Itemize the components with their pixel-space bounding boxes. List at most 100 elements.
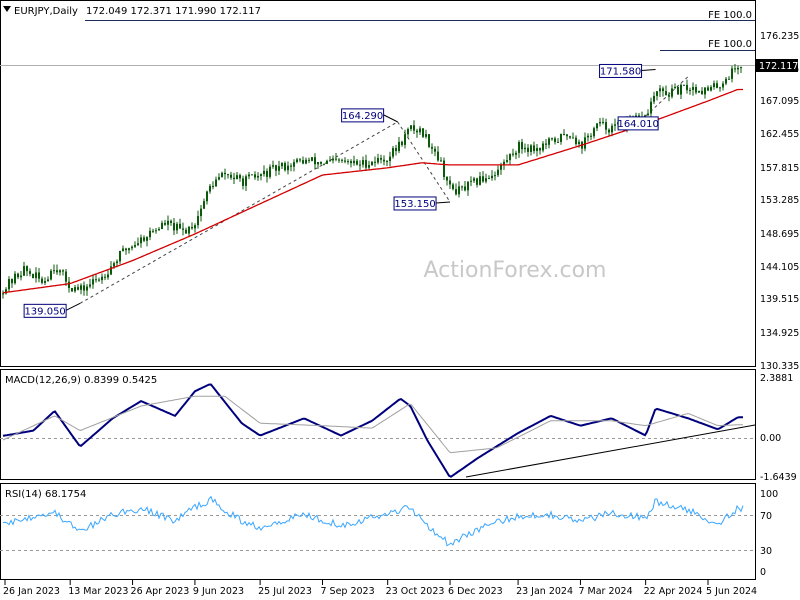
y-tick-label: 167.095: [760, 96, 799, 107]
watermark: ActionForex.com: [424, 258, 607, 283]
candle-body: [692, 87, 694, 90]
x-tick-label: 26 Jan 2023: [3, 586, 60, 597]
last-price-tag: [756, 59, 798, 72]
candle-body: [320, 162, 322, 164]
candle-body: [290, 165, 292, 167]
candle-body: [725, 78, 727, 84]
candle-body: [662, 88, 664, 92]
candle-body: [98, 279, 100, 281]
candle-body: [554, 138, 556, 142]
candle-body: [350, 161, 352, 164]
candle-body: [38, 272, 40, 279]
candle-body: [530, 145, 532, 152]
candle-body: [209, 185, 211, 192]
candle-body: [323, 163, 325, 165]
annotation-box: [599, 63, 643, 78]
candle-body: [443, 160, 445, 177]
candle-body: [215, 179, 217, 187]
candle-body: [302, 160, 304, 164]
symbol-dropdown-icon[interactable]: [3, 6, 11, 12]
candle-body: [458, 186, 460, 195]
candle-body: [314, 157, 316, 165]
candle-body: [425, 134, 427, 137]
candle-body: [2, 293, 4, 295]
candle-body: [332, 158, 334, 161]
candle-body: [506, 160, 508, 162]
candle-body: [563, 134, 565, 136]
y-tick-label: 157.815: [760, 163, 799, 174]
candle-body: [164, 222, 166, 225]
candle-body: [65, 271, 67, 282]
candle-body: [140, 237, 142, 244]
candle-body: [548, 138, 550, 145]
annotation-label: 164.290: [342, 111, 383, 122]
candle-body: [482, 176, 484, 182]
candle-body: [407, 128, 409, 135]
annotation-label: 153.150: [394, 199, 435, 210]
candle-body: [296, 159, 298, 163]
fe-label-2: FE 100.0: [708, 39, 752, 50]
candle-body: [143, 237, 145, 241]
candle-body: [677, 86, 679, 95]
candle-body: [686, 84, 688, 91]
candle-body: [227, 174, 229, 176]
candle-body: [428, 134, 430, 147]
candle-body: [509, 153, 511, 161]
candle-body: [53, 270, 55, 272]
candle-body: [665, 91, 667, 96]
candle-body: [716, 83, 718, 88]
candle-body: [593, 128, 595, 137]
x-tick-label: 26 Apr 2023: [131, 586, 190, 597]
candle-body: [254, 174, 256, 178]
rsi-series-line: [2, 495, 744, 547]
candle-body: [125, 248, 127, 251]
candle-body: [41, 278, 43, 283]
candle-body: [611, 125, 613, 133]
candle-body: [722, 83, 724, 88]
candle-body: [440, 160, 442, 162]
candle-body: [59, 270, 61, 273]
signal-series-line: [2, 395, 743, 454]
candle-body: [134, 244, 136, 247]
candle-body: [101, 276, 103, 281]
candle-body: [719, 87, 721, 89]
candle-body: [11, 279, 13, 284]
rsi-title: RSI(14) 68.1754: [5, 489, 86, 500]
candle-body: [356, 160, 358, 165]
price-candles: [2, 64, 742, 299]
candle-body: [203, 201, 205, 209]
annotation-label: 139.050: [24, 306, 65, 317]
candle-body: [380, 158, 382, 160]
candle-body: [5, 289, 7, 294]
candle-body: [242, 178, 244, 186]
y-tick-label: 134.925: [760, 328, 799, 339]
candle-body: [20, 275, 22, 278]
candle-body: [185, 229, 187, 234]
candle-body: [170, 220, 172, 223]
y-tick-label: 144.105: [760, 262, 799, 273]
candle-body: [131, 246, 133, 249]
candle-body: [371, 161, 373, 166]
candle-body: [233, 177, 235, 180]
candle-body: [188, 226, 190, 234]
candle-body: [557, 141, 559, 143]
candle-body: [569, 136, 571, 138]
candle-body: [80, 285, 82, 290]
candle-body: [503, 161, 505, 166]
candle-body: [248, 174, 250, 177]
candle-body: [44, 280, 46, 283]
candle-body: [452, 184, 454, 190]
candle-body: [275, 165, 277, 171]
candle-body: [515, 152, 517, 155]
candle-body: [470, 180, 472, 182]
candle-body: [23, 266, 25, 276]
candle-body: [485, 178, 487, 182]
candle-body: [32, 273, 34, 279]
candle-body: [386, 161, 388, 163]
candle-body: [461, 186, 463, 188]
candle-body: [740, 67, 742, 69]
annotation-box: [617, 116, 659, 131]
candle-body: [128, 248, 130, 251]
candle-body: [383, 159, 385, 162]
candle-body: [263, 170, 265, 175]
